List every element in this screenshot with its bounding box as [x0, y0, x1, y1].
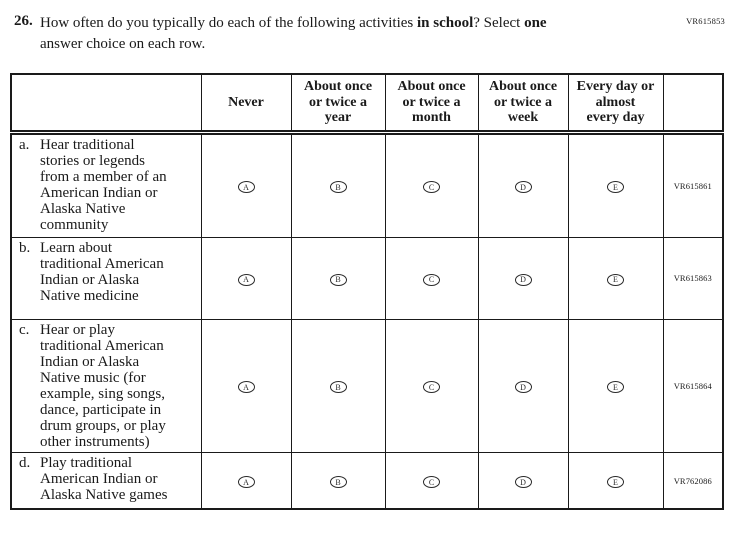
- answer-bubble-c[interactable]: C: [423, 181, 440, 194]
- column-header-every-day: Every day or almost every day: [567, 73, 664, 135]
- answer-cell: A: [200, 451, 292, 510]
- answer-cell: D: [477, 131, 569, 238]
- answer-bubble-a[interactable]: A: [237, 181, 255, 194]
- row-item-cell: a. Hear traditional stories or legends f…: [10, 131, 202, 238]
- answer-bubble-e[interactable]: E: [607, 381, 624, 394]
- answer-bubble-c[interactable]: C: [423, 476, 440, 489]
- answer-bubble-e[interactable]: E: [607, 476, 624, 489]
- answer-cell: C: [384, 451, 479, 510]
- answer-cell: E: [567, 236, 664, 320]
- row-letter: d.: [19, 454, 31, 471]
- answer-bubble-b[interactable]: B: [329, 181, 347, 194]
- column-header-month: About once or twice a month: [384, 73, 479, 135]
- row-item-cell: b. Learn about traditional American Indi…: [10, 236, 202, 320]
- answer-bubble-d[interactable]: D: [514, 181, 532, 194]
- row-item-cell: c. Hear or play traditional American Ind…: [10, 318, 202, 453]
- row-letter: c.: [19, 321, 30, 338]
- answer-cell: D: [477, 451, 569, 510]
- question-number: 26.: [14, 13, 33, 29]
- answer-cell: E: [567, 318, 664, 453]
- answer-bubble-b[interactable]: B: [329, 476, 347, 489]
- answer-cell: B: [290, 318, 386, 453]
- row-code: VR615861: [662, 131, 724, 238]
- row-letter: a.: [19, 136, 30, 153]
- answer-cell: B: [290, 451, 386, 510]
- answer-bubble-a[interactable]: A: [237, 381, 255, 394]
- corner-cell: [10, 73, 202, 135]
- answer-bubble-a[interactable]: A: [237, 273, 255, 286]
- answer-cell: E: [567, 451, 664, 510]
- row-code: VR615864: [662, 318, 724, 453]
- answer-cell: C: [384, 318, 479, 453]
- row-label: Play traditional American Indian or Alas…: [40, 454, 168, 503]
- row-code: VR615863: [662, 236, 724, 320]
- answer-cell: A: [200, 131, 292, 238]
- answer-bubble-e[interactable]: E: [607, 273, 624, 286]
- answer-cell: D: [477, 236, 569, 320]
- column-header-week: About once or twice a week: [477, 73, 569, 135]
- answer-bubble-e[interactable]: E: [607, 181, 624, 194]
- answer-cell: C: [384, 131, 479, 238]
- answer-cell: B: [290, 236, 386, 320]
- answer-cell: E: [567, 131, 664, 238]
- answer-bubble-a[interactable]: A: [237, 476, 255, 489]
- answer-bubble-b[interactable]: B: [329, 381, 347, 394]
- answer-bubble-c[interactable]: C: [423, 381, 440, 394]
- row-label: Hear or play traditional American Indian…: [40, 321, 166, 450]
- row-label: Hear traditional stories or legends from…: [40, 136, 167, 233]
- answer-cell: A: [200, 236, 292, 320]
- answer-bubble-b[interactable]: B: [329, 273, 347, 286]
- question-text-bold: one: [524, 15, 547, 31]
- row-code: VR762086: [662, 451, 724, 510]
- answer-bubble-d[interactable]: D: [514, 476, 532, 489]
- question-block: 26. How often do you typically do each o…: [14, 13, 732, 54]
- form-code: VR615853: [686, 16, 725, 26]
- survey-page: { "page": { "top_right_code": "VR615853"…: [0, 13, 732, 537]
- answer-bubble-c[interactable]: C: [423, 273, 440, 286]
- code-column-header: [662, 73, 724, 135]
- row-letter: b.: [19, 239, 31, 256]
- answer-cell: B: [290, 131, 386, 238]
- header-row: Never About once or twice a year About o…: [10, 73, 724, 135]
- answer-cell: C: [384, 236, 479, 320]
- answer-bubble-d[interactable]: D: [514, 381, 532, 394]
- column-header-year: About once or twice a year: [290, 73, 386, 135]
- answer-cell: A: [200, 318, 292, 453]
- column-header-never: Never: [200, 73, 292, 135]
- question-text-bold: in school: [417, 15, 474, 31]
- table-row: c. Hear or play traditional American Ind…: [10, 318, 724, 453]
- question-text: How often do you typically do each of th…: [40, 13, 640, 54]
- frequency-matrix-table: Never About once or twice a year About o…: [10, 73, 724, 511]
- answer-cell: D: [477, 318, 569, 453]
- answer-bubble-d[interactable]: D: [514, 273, 532, 286]
- table-row: b. Learn about traditional American Indi…: [10, 236, 724, 320]
- row-label: Learn about traditional American Indian …: [40, 239, 164, 304]
- question-text-part: answer choice on each row.: [40, 35, 206, 52]
- row-item-cell: d. Play traditional American Indian or A…: [10, 451, 202, 510]
- table-row: d. Play traditional American Indian or A…: [10, 451, 724, 510]
- question-text-part: How often do you typically do each of th…: [40, 15, 417, 31]
- table-row: a. Hear traditional stories or legends f…: [10, 131, 724, 238]
- question-text-part: ? Select: [473, 15, 525, 31]
